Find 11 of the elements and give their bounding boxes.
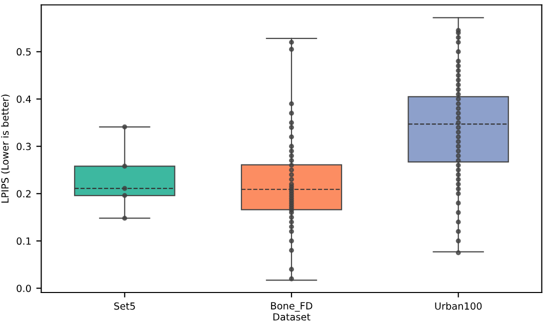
y-tick-label: 0.5	[16, 48, 31, 56]
x-tick-label: Set5	[114, 302, 135, 310]
y-tick-label: 0.3	[16, 142, 31, 150]
y-tick-label: 0.2	[16, 190, 31, 198]
y-tick-label: 0.0	[16, 284, 31, 292]
y-tick-label: 0.4	[16, 95, 31, 103]
x-tick-label: Bone_FD	[271, 302, 312, 312]
x-tick-label: Urban100	[435, 302, 482, 310]
y-axis-title: LPIPS (Lower is better)	[1, 94, 10, 203]
x-axis-title: Dataset	[273, 313, 310, 321]
y-tick-label: 0.1	[16, 237, 31, 245]
